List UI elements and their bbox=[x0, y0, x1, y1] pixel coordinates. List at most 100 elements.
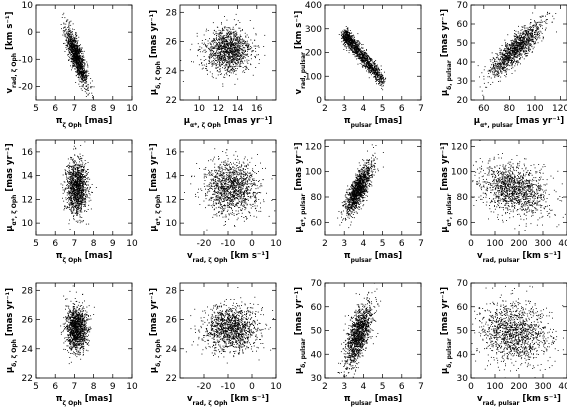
data-point bbox=[229, 60, 231, 62]
data-point bbox=[555, 13, 557, 14]
data-point bbox=[218, 58, 220, 60]
data-point bbox=[264, 54, 266, 56]
data-point bbox=[228, 54, 230, 55]
data-point bbox=[227, 47, 229, 49]
data-point bbox=[77, 77, 79, 78]
data-point bbox=[237, 38, 239, 40]
data-point bbox=[213, 57, 214, 59]
data-point bbox=[358, 56, 360, 58]
data-point bbox=[69, 35, 71, 37]
data-point bbox=[242, 58, 244, 59]
data-point bbox=[506, 48, 508, 50]
data-point bbox=[215, 42, 217, 44]
data-point bbox=[357, 51, 359, 53]
data-point bbox=[233, 58, 235, 60]
data-point bbox=[209, 48, 211, 50]
data-point bbox=[68, 30, 70, 32]
data-point bbox=[482, 94, 484, 96]
data-point bbox=[349, 30, 351, 31]
data-point bbox=[203, 44, 205, 45]
data-point bbox=[227, 48, 229, 50]
data-point bbox=[78, 73, 80, 75]
data-point bbox=[63, 27, 65, 28]
data-point bbox=[227, 43, 229, 44]
data-point bbox=[489, 70, 490, 72]
data-point bbox=[502, 67, 503, 68]
data-point bbox=[235, 70, 237, 72]
data-point bbox=[532, 33, 533, 35]
data-point bbox=[523, 33, 525, 35]
data-point bbox=[229, 51, 231, 53]
x-axis-label: πζ Oph [mas] bbox=[56, 116, 113, 129]
data-point bbox=[69, 39, 70, 41]
data-point bbox=[229, 50, 231, 51]
data-point bbox=[203, 60, 205, 61]
data-point bbox=[73, 37, 75, 38]
data-point bbox=[239, 45, 241, 47]
data-point bbox=[241, 60, 243, 62]
data-point bbox=[221, 59, 223, 60]
data-point bbox=[75, 39, 77, 41]
data-point bbox=[72, 63, 74, 65]
data-point bbox=[83, 67, 85, 69]
data-point bbox=[371, 66, 373, 67]
data-point bbox=[70, 32, 71, 34]
data-point bbox=[556, 31, 557, 33]
data-point bbox=[241, 61, 243, 63]
data-point bbox=[232, 56, 233, 57]
data-point bbox=[236, 58, 238, 60]
data-point bbox=[86, 78, 88, 79]
data-point bbox=[343, 35, 344, 37]
data-point bbox=[512, 42, 514, 44]
data-point bbox=[533, 32, 535, 34]
data-point bbox=[70, 41, 72, 43]
data-point bbox=[217, 33, 219, 35]
data-point bbox=[239, 52, 241, 54]
data-point bbox=[80, 61, 82, 63]
data-point bbox=[235, 49, 237, 51]
data-point bbox=[532, 31, 534, 32]
data-point bbox=[258, 46, 260, 48]
data-point bbox=[232, 28, 234, 30]
data-point bbox=[72, 65, 74, 67]
data-point bbox=[72, 57, 74, 58]
data-point bbox=[235, 64, 237, 66]
data-point bbox=[366, 64, 368, 66]
data-point bbox=[354, 47, 356, 49]
data-point bbox=[238, 54, 240, 56]
data-point bbox=[212, 54, 214, 56]
data-point bbox=[239, 36, 241, 38]
data-point bbox=[227, 51, 229, 52]
data-point bbox=[502, 57, 504, 58]
data-point bbox=[494, 75, 496, 77]
data-point bbox=[513, 41, 515, 43]
data-point bbox=[347, 30, 349, 32]
data-point bbox=[378, 68, 380, 70]
data-point bbox=[73, 58, 75, 60]
data-point bbox=[75, 52, 77, 53]
data-point bbox=[526, 37, 528, 39]
data-point bbox=[79, 81, 81, 83]
data-point bbox=[224, 61, 225, 63]
data-point bbox=[224, 55, 225, 57]
data-point bbox=[497, 66, 499, 68]
data-point bbox=[86, 85, 88, 87]
data-point bbox=[379, 71, 381, 73]
data-point bbox=[535, 21, 536, 23]
data-point bbox=[244, 57, 246, 59]
data-point bbox=[508, 69, 510, 71]
data-point bbox=[345, 42, 347, 44]
data-point bbox=[501, 67, 503, 69]
data-point bbox=[371, 70, 373, 72]
data-point bbox=[230, 37, 231, 39]
data-point bbox=[201, 62, 203, 63]
data-point bbox=[231, 60, 233, 62]
data-point bbox=[236, 57, 238, 59]
data-point bbox=[505, 42, 507, 44]
data-point bbox=[73, 35, 75, 37]
data-point bbox=[368, 67, 370, 69]
data-point bbox=[78, 77, 80, 79]
data-point bbox=[531, 34, 533, 36]
data-point bbox=[356, 48, 358, 50]
data-point bbox=[524, 49, 526, 51]
